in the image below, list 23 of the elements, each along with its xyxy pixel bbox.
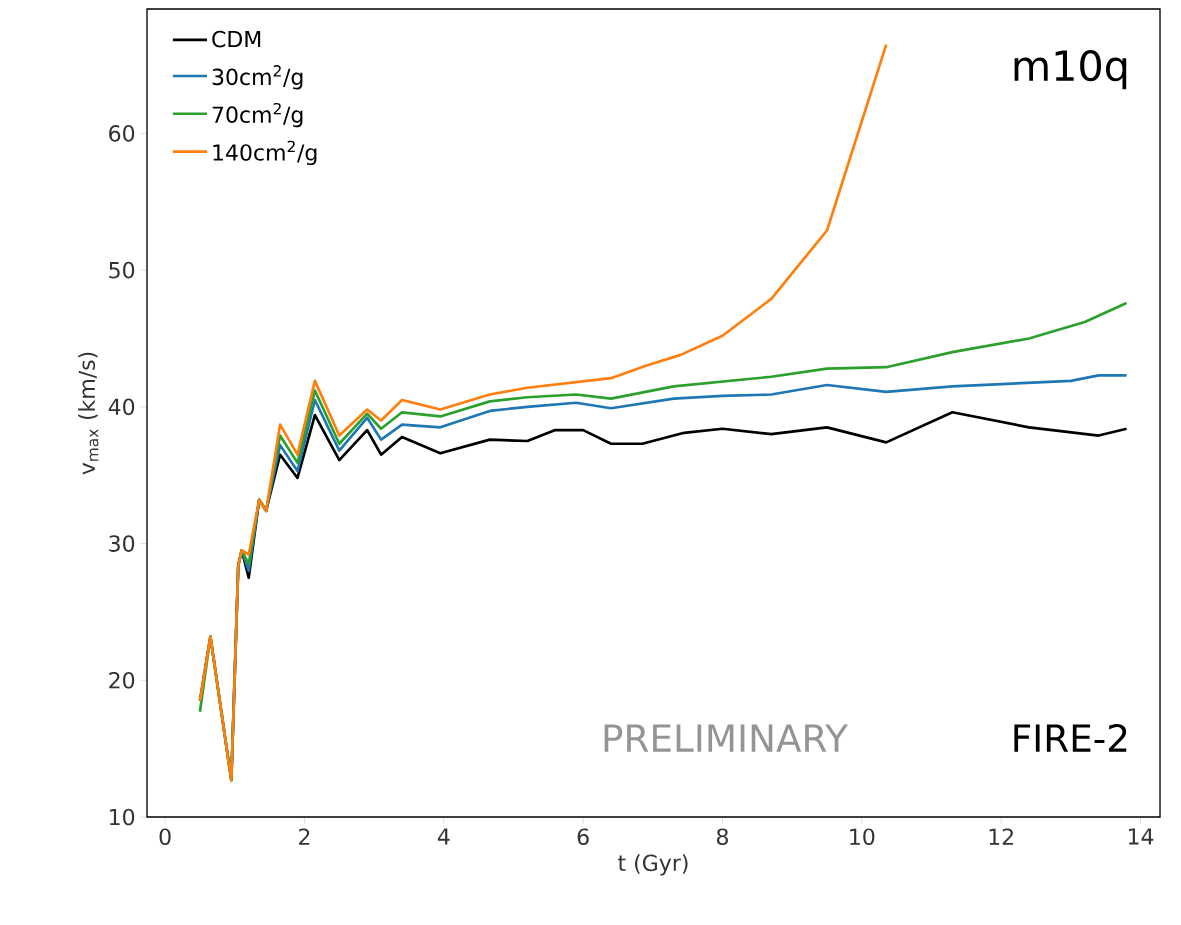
legend-label: 140cm$^{2}$/g [213,140,317,166]
y-axis-title: v$_{max}$ (km/s) [78,352,99,475]
x-tick-label: 0 [159,828,171,846]
y-tick-label: 50 [109,261,135,279]
y-tick-label: 40 [108,398,135,416]
y-tick-label: 30 [109,535,135,552]
x-axis-title: t (Gyr) [618,854,688,876]
x-tick-label: 12 [989,828,1013,845]
y-tick-label: 10 [110,808,135,826]
legend-label: 30cm$^{2}$/g [212,65,303,90]
x-tick-label: 2 [299,828,310,845]
y-tick-label: 20 [109,671,135,689]
x-tick-label: 10 [850,828,875,846]
legend-label: CDM [212,30,261,48]
y-tick-label: 60 [109,125,135,142]
annotation: m10q [1014,50,1127,90]
x-tick-label: 8 [716,828,728,846]
annotation: FIRE-2 [1014,723,1127,752]
x-tick-label: 14 [1128,828,1154,845]
x-tick-label: 4 [437,828,450,845]
legend-label: 70cm$^{2}$/g [212,102,303,128]
x-tick-label: 6 [577,828,589,846]
annotation: PRELIMINARY [604,724,848,752]
